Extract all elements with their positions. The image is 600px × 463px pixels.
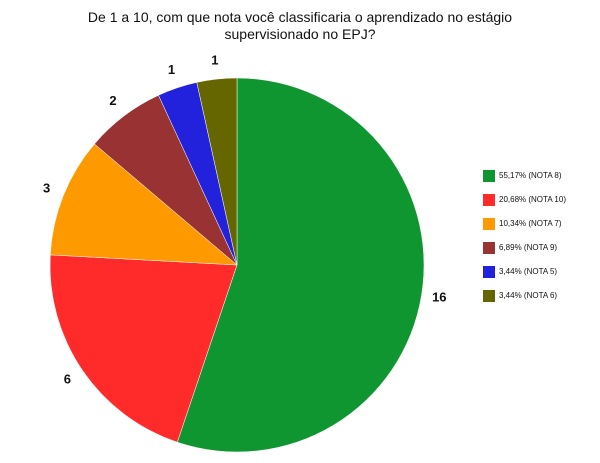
legend-swatch (483, 218, 495, 230)
legend-label: 20,68% (NOTA 10) (499, 195, 566, 204)
chart-title: De 1 a 10, com que nota você classificar… (87, 9, 513, 42)
data-label: 2 (109, 93, 116, 108)
legend-label: 3,44% (NOTA 6) (499, 291, 557, 300)
legend-label: 3,44% (NOTA 5) (499, 267, 557, 276)
legend-swatch (483, 242, 495, 254)
legend-swatch (483, 290, 495, 302)
legend-swatch (483, 170, 495, 182)
pie-slice (196, 77, 238, 266)
pie-slice (50, 143, 238, 266)
pie-slice (49, 254, 238, 443)
data-label: 6 (64, 371, 71, 386)
data-label: 16 (432, 290, 446, 305)
legend-swatch (483, 194, 495, 206)
data-label: 1 (168, 62, 175, 77)
data-label: 1 (211, 53, 218, 68)
data-label: 3 (43, 181, 50, 196)
pie-slice (176, 77, 425, 453)
legend-label: 6,89% (NOTA 9) (499, 243, 557, 252)
legend-swatch (483, 266, 495, 278)
legend-label: 10,34% (NOTA 7) (499, 219, 562, 228)
legend-label: 55,17% (NOTA 8) (499, 171, 562, 180)
